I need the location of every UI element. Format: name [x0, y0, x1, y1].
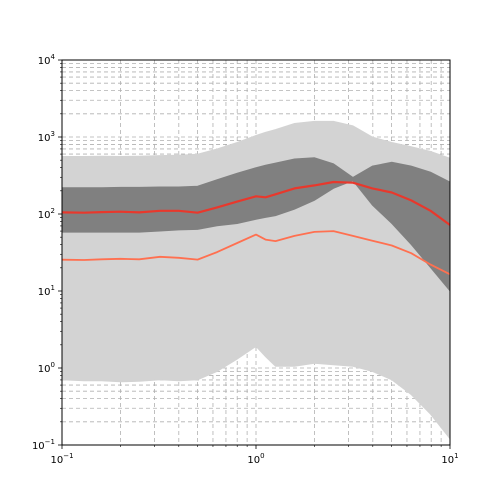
- y-tick-label: 101: [38, 284, 55, 298]
- x-tick-label: 10−1: [50, 452, 73, 466]
- series-line-1: [61, 180, 451, 226]
- tick-layer: 10−1 100 101 10−1 100 101 102 103 104: [32, 53, 459, 466]
- y-tick-label: 103: [38, 130, 55, 144]
- x-tick-label: 101: [441, 452, 458, 466]
- y-tick-label: 10−1: [32, 438, 55, 452]
- y-tick-label: 104: [38, 53, 56, 67]
- series-line-2: [61, 230, 451, 276]
- y-tick-label: 100: [38, 361, 55, 375]
- y-tick-label: 102: [38, 207, 55, 221]
- x-tick-label: 100: [247, 452, 264, 466]
- series-layer: [61, 180, 451, 276]
